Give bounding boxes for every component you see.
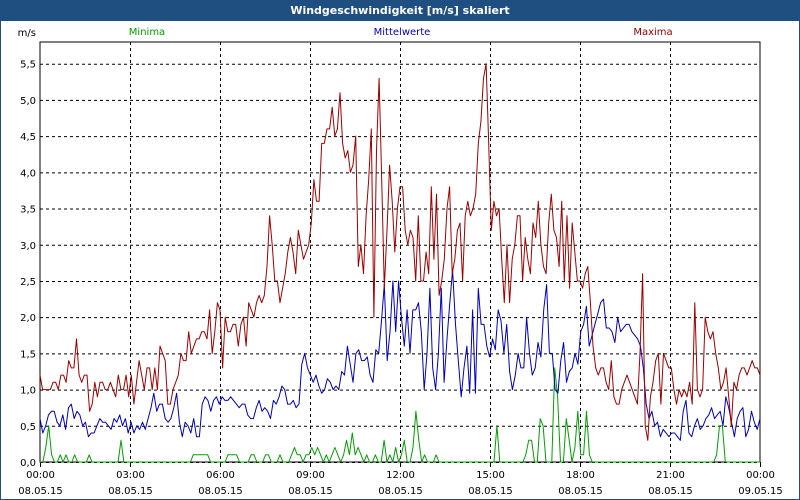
y-tick-label: 4,5 [20,132,36,143]
series-layer [39,63,761,463]
series-line-minima [40,367,760,463]
x-tick-date: 09.05.15 [738,486,783,497]
x-tick-time: 18:00 [566,470,595,481]
y-tick-label: 1,0 [20,386,36,397]
window-title: Windgeschwindigkeit [m/s] skaliert [1,1,799,21]
y-tick-label: 1,5 [20,349,36,360]
x-tick-time: 21:00 [656,470,685,481]
legend: Minima Mittelwerte Maxima [129,27,673,38]
x-tick-time: 06:00 [206,470,235,481]
x-tick-time: 03:00 [116,470,145,481]
x-tick-time: 12:00 [386,470,415,481]
x-tick-time: 09:00 [296,470,325,481]
y-tick-label: 3,5 [20,205,36,216]
x-axis: 00:00 08.05.15 03:00 08.05.15 06:00 08.05.15 0… [18,462,783,497]
y-tick-label: 5,0 [20,96,36,107]
x-tick-date: 08.05.15 [558,486,603,497]
y-tick-label: 0,5 [20,422,36,433]
y-tick-label: 0,0 [20,458,36,469]
legend-entry-minima: Minima [129,27,165,38]
x-tick-time: 00:00 [746,470,775,481]
x-tick-date: 08.05.15 [378,486,423,497]
y-tick-label: 2,5 [20,277,36,288]
x-tick-date: 08.05.15 [468,486,513,497]
y-tick-label: 3,0 [20,241,36,252]
y-tick-label: 4,0 [20,168,36,179]
y-tick-label: 2,0 [20,313,36,324]
series-line-maxima [39,63,761,441]
x-tick-date: 08.05.15 [288,486,333,497]
grid [39,41,761,463]
y-axis: 0,0 0,5 1,0 1,5 2,0 2,5 3,0 3,5 4,0 4,5 5,0 5,5 m/s [18,28,36,469]
x-tick-date: 08.05.15 [198,486,243,497]
x-tick-time: 00:00 [26,470,55,481]
x-tick-date: 08.05.15 [108,486,153,497]
legend-entry-mittelwerte: Mittelwerte [374,27,431,38]
x-tick-date: 08.05.15 [648,486,693,497]
y-axis-label: m/s [18,28,36,39]
legend-entry-maxima: Maxima [633,27,672,38]
x-tick-date: 08.05.15 [18,486,63,497]
x-tick-time: 15:00 [476,470,505,481]
y-tick-label: 5,5 [20,60,36,71]
